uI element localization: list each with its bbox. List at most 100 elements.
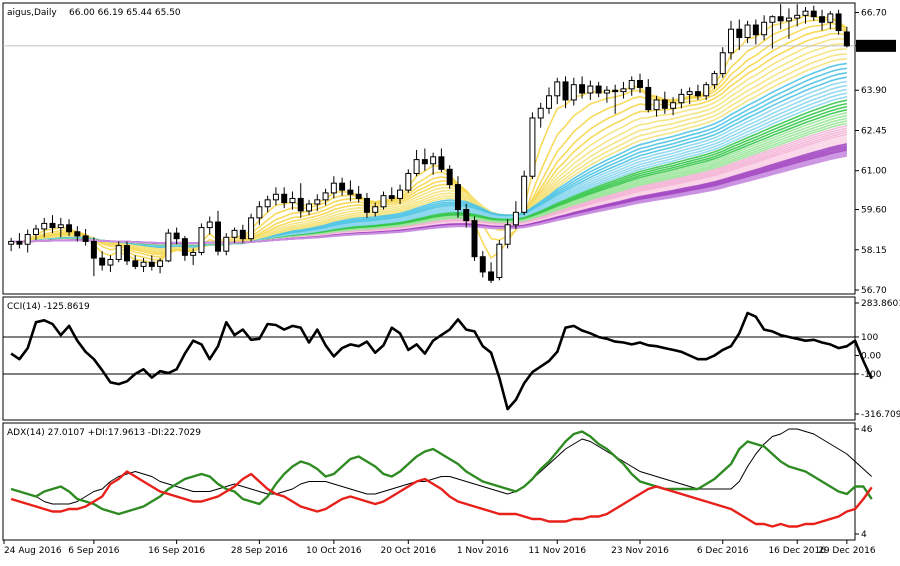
bull-candle	[728, 28, 735, 54]
candle	[239, 224, 246, 243]
bull-candle	[157, 260, 164, 267]
candle	[827, 11, 834, 30]
bull-candle	[190, 252, 197, 256]
bear-candle	[363, 197, 370, 213]
price-tick-label: 58.15	[861, 246, 887, 256]
bull-candle	[140, 261, 147, 267]
bull-candle	[372, 206, 379, 213]
bull-candle	[256, 206, 263, 219]
candles	[8, 4, 850, 284]
candle	[777, 4, 784, 30]
candle	[653, 95, 660, 117]
bear-candle	[835, 13, 842, 32]
candle	[521, 170, 528, 216]
ma-line	[11, 27, 848, 256]
bear-candle	[74, 231, 81, 237]
price-tick-label: 63.90	[861, 86, 887, 96]
candle	[231, 227, 238, 243]
bull-candle	[794, 14, 801, 19]
price-tick-label: 59.60	[861, 206, 887, 216]
candle	[157, 258, 164, 274]
candle	[744, 20, 751, 44]
candle	[405, 169, 412, 193]
current-price-badge	[856, 39, 896, 52]
candle	[107, 255, 114, 272]
bear-candle	[66, 224, 73, 233]
candle	[694, 84, 701, 100]
bull-candle	[330, 182, 337, 194]
time-tick-label: 1 Nov 2016	[457, 546, 509, 556]
candle	[752, 19, 759, 45]
candle	[628, 76, 635, 96]
bear-candle	[471, 220, 478, 258]
bull-candle	[496, 243, 503, 279]
bull-candle	[521, 175, 528, 213]
bull-candle	[686, 91, 693, 95]
bull-candle	[107, 258, 114, 266]
bear-candle	[148, 261, 155, 267]
adx-tick-label: 46	[861, 425, 873, 435]
bull-candle	[545, 95, 552, 109]
candle	[843, 26, 850, 48]
bull-candle	[827, 13, 834, 23]
candle	[223, 233, 230, 256]
bull-candle	[785, 17, 792, 22]
candle	[306, 199, 313, 216]
candle	[173, 227, 180, 245]
candle	[562, 76, 569, 109]
candle	[711, 70, 718, 89]
candle	[123, 241, 130, 266]
bull-candle	[570, 84, 577, 101]
adx-title: ADX(14) 27.0107 +DI:17.9613 -DI:22.7029	[7, 428, 201, 438]
candle	[74, 226, 81, 242]
candle	[678, 88, 685, 109]
candle	[289, 191, 296, 210]
candle	[339, 177, 346, 196]
cci-line	[10, 311, 873, 411]
bull-candle	[512, 211, 519, 226]
bull-candle	[761, 21, 768, 36]
candle	[215, 210, 221, 256]
cci-panel-frame	[2, 296, 856, 421]
bear-candle	[463, 209, 470, 222]
bull-candle	[306, 203, 313, 212]
price-tick-label: 62.45	[861, 126, 887, 136]
candle	[198, 223, 205, 256]
bear-candle	[438, 156, 445, 170]
bull-candle	[711, 73, 718, 86]
bull-candle	[703, 84, 710, 97]
time-tick-label: 20 Oct 2016	[380, 546, 436, 556]
candle	[24, 229, 31, 253]
bear-candle	[82, 235, 89, 242]
candle	[132, 255, 139, 270]
bull-candle	[587, 85, 594, 94]
candle	[661, 91, 668, 114]
candle	[537, 102, 544, 128]
candle	[297, 183, 304, 218]
candle	[554, 77, 561, 105]
bear-candle	[579, 84, 586, 94]
bear-candle	[479, 256, 486, 273]
candle	[8, 237, 15, 252]
candle	[620, 81, 627, 99]
candle	[496, 240, 503, 281]
ma-line	[11, 155, 848, 244]
bull-candle	[314, 199, 321, 205]
candle	[140, 258, 147, 272]
bear-candle	[843, 31, 850, 47]
bull-candle	[322, 192, 329, 201]
bull-candle	[24, 234, 31, 245]
bull-candle	[57, 224, 64, 229]
time-tick-label: 11 Nov 2016	[528, 546, 586, 556]
bear-candle	[752, 24, 759, 36]
bull-candle	[405, 172, 412, 191]
candle	[90, 237, 97, 277]
candle	[454, 176, 461, 218]
candle	[330, 176, 337, 199]
minus-di-line	[10, 470, 873, 528]
candle	[397, 184, 404, 204]
candle	[421, 148, 428, 171]
candle	[256, 201, 263, 225]
bear-candle	[173, 232, 180, 240]
